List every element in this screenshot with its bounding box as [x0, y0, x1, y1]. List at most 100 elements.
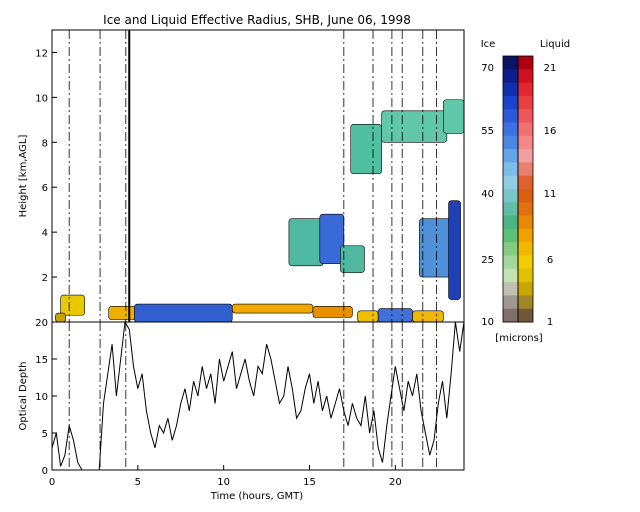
top-y-axis-label: Height [km,AGL]: [18, 135, 29, 218]
chart-title: Ice and Liquid Effective Radius, SHB, Ju…: [103, 13, 411, 27]
bottom-y-tick-label: 10: [35, 392, 48, 403]
colorbar-liquid-tick: 6: [547, 255, 553, 266]
top-y-tick-label: 6: [42, 183, 48, 194]
colorbar-ice-swatch: [503, 308, 518, 323]
top-y-tick-label: 2: [42, 273, 48, 284]
colorbar-ice-swatch: [503, 56, 518, 70]
effective-radius-panel: 2 4 6 8 10 12 Height [km,AGL]: [18, 29, 465, 323]
top-y-tick-label: 12: [35, 48, 48, 59]
colorbar-liquid-swatch: [518, 308, 533, 323]
x-tick-label: 15: [303, 477, 316, 488]
colorbar-liquid-swatch: [518, 268, 533, 283]
colorbar-ice-swatch: [503, 109, 518, 123]
bottom-y-axis-label: Optical Depth: [18, 362, 29, 431]
colorbar-ice-tick: 25: [481, 255, 494, 266]
cloud-region-ice: [340, 245, 365, 273]
bottom-panel-frame: [51, 321, 465, 471]
top-y-tick-label: 4: [42, 228, 48, 239]
colorbar-liquid-swatch: [518, 82, 533, 97]
colorbar-liquid-swatch: [518, 56, 533, 70]
top-y-tick-label: 8: [42, 138, 48, 149]
colorbar-liquid-swatch: [518, 135, 533, 150]
cloud-region-ice: [419, 218, 451, 278]
colorbar-liquid-frame: [517, 55, 534, 323]
x-axis-label: Time (hours, GMT): [210, 491, 304, 502]
colorbar-ice-scale: [503, 56, 518, 323]
colorbar-ice-tick: 10: [481, 317, 494, 328]
colorbar-liquid-swatch: [518, 295, 533, 310]
colorbar-ice-swatch: [503, 268, 518, 283]
colorbar-liquid-label: Liquid: [540, 39, 570, 50]
cloud-region-liquid: [357, 310, 379, 323]
colorbar-liquid-tick: 11: [544, 189, 557, 200]
colorbar-liquid-scale: [518, 56, 533, 323]
colorbar-ice-swatch: [503, 228, 518, 243]
colorbar-liquid-swatch: [518, 202, 533, 217]
colorbar-liquid-swatch: [518, 215, 533, 230]
cloud-region-ice: [134, 303, 233, 323]
cloud-region-liquid: [108, 305, 139, 321]
cloud-region-ice: [381, 110, 448, 143]
colorbar-ice-tick: 55: [481, 126, 494, 137]
cloud-region-ice: [377, 308, 413, 323]
colorbar-liquid-swatch: [518, 122, 533, 137]
colorbar-liquid-swatch: [518, 282, 533, 296]
bottom-y-tick-label: 0: [42, 466, 48, 477]
colorbar-ice-swatch: [503, 149, 518, 163]
x-tick-label: 10: [217, 477, 230, 488]
x-tick-label: 0: [49, 477, 55, 488]
cloud-region-liquid: [55, 312, 67, 323]
colorbar-ice-swatch: [503, 122, 518, 137]
colorbar-liquid-swatch: [518, 175, 533, 190]
bottom-y-tick-label: 5: [42, 429, 48, 440]
top-vertical-lines: [68, 30, 437, 322]
colorbar-ice-tick: 40: [481, 189, 494, 200]
colorbar-ticks: 70 55 40 25 10 21 16 11 6 1: [481, 63, 556, 328]
colorbar-legend: Ice Liquid 70 55 40 25 10 21 16 11 6 1 [microns]: [481, 39, 570, 344]
colorbar-ice-swatch: [503, 69, 518, 84]
colorbar-liquid-swatch: [518, 162, 533, 177]
x-tick-label: 5: [135, 477, 141, 488]
optical-depth-panel: 0 5 10 15 20 0 5 10 15 20 Optical Depth Time (ho…: [18, 318, 465, 502]
top-panel-background: [52, 30, 464, 322]
colorbar-ice-swatch: [503, 202, 518, 217]
top-y-ticks: 2 4 6 8 10 12: [35, 48, 57, 284]
colorbar-ice-swatch: [503, 95, 518, 110]
bottom-y-tick-label: 20: [35, 318, 48, 329]
colorbar-liquid-swatch: [518, 242, 533, 256]
cloud-region-ice: [448, 200, 461, 300]
colorbar-liquid-swatch: [518, 255, 533, 270]
bottom-panel-background: [52, 322, 464, 470]
colorbar-liquid-swatch: [518, 95, 533, 110]
cloud-region-liquid: [412, 310, 444, 323]
colorbar-ice-swatch: [503, 255, 518, 270]
bottom-y-tick-label: 15: [35, 355, 48, 366]
bottom-vertical-lines: [68, 322, 437, 470]
top-y-tick-label: 10: [35, 93, 48, 104]
cloud-region-ice: [288, 218, 324, 267]
colorbar-ice-swatch: [503, 135, 518, 150]
colorbar-ice-swatch: [503, 82, 518, 97]
colorbar-liquid-swatch: [518, 109, 533, 123]
colorbar-liquid-tick: 16: [544, 126, 557, 137]
colorbar-ice-swatch: [503, 175, 518, 190]
cloud-region-ice: [443, 99, 465, 134]
colorbar-ice-swatch: [503, 215, 518, 230]
optical-depth-line: [51, 320, 465, 471]
colorbar-unit-label: [microns]: [495, 333, 542, 344]
cloud-regions: [55, 99, 465, 323]
colorbar-ice-swatch: [503, 189, 518, 203]
colorbar-ice-swatch: [503, 162, 518, 177]
x-tick-label: 20: [389, 477, 402, 488]
colorbar-liquid-swatch: [518, 149, 533, 163]
colorbar-ice-swatch: [503, 295, 518, 310]
colorbar-ice-swatch: [503, 242, 518, 256]
colorbar-liquid-swatch: [518, 69, 533, 84]
cloud-region-liquid: [231, 303, 314, 314]
colorbar-ice-swatch: [503, 282, 518, 296]
colorbar-liquid-swatch: [518, 228, 533, 243]
colorbar-liquid-tick: 21: [544, 63, 557, 74]
colorbar-liquid-tick: 1: [547, 317, 553, 328]
cloud-region-liquid: [312, 305, 353, 318]
